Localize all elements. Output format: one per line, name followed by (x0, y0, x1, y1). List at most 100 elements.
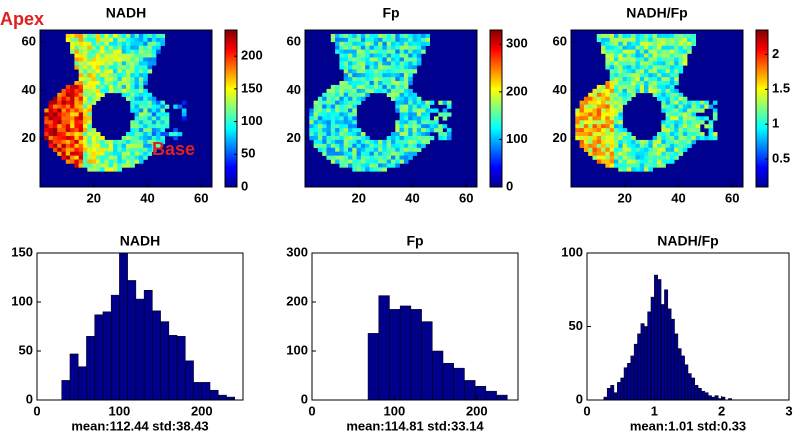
heatmap-cell (78, 57, 84, 62)
heatmap-cell (674, 69, 679, 74)
heatmap-cell (416, 96, 422, 101)
heatmap-cell (147, 135, 153, 141)
heatmap-cell (356, 61, 362, 66)
heatmap-cell (395, 81, 400, 86)
heatmap-cell (386, 147, 392, 152)
heatmap-cell (52, 143, 58, 149)
heatmap-cell (399, 73, 405, 78)
heatmap-cell (78, 41, 84, 46)
heatmap-cell (309, 120, 314, 125)
heatmap-cell (373, 61, 379, 66)
heatmap-cell (652, 61, 658, 66)
heatmap-cell (412, 37, 418, 43)
heatmap-cell (691, 104, 696, 109)
heatmap-cell (373, 81, 379, 86)
heatmap-cell (352, 120, 357, 125)
heatmap-cell (356, 69, 362, 74)
heatmap-cell (360, 41, 366, 46)
heatmap-cell (665, 57, 671, 62)
heatmap-cell (61, 100, 67, 105)
heatmap-cell (121, 84, 127, 90)
heatmap-cell (74, 112, 79, 117)
heatmap-cell (644, 73, 649, 78)
heatmap-cell (386, 92, 392, 98)
heatmap-cell (378, 155, 383, 160)
heatmap-cell (631, 159, 636, 164)
heatmap-cell (52, 135, 58, 141)
colorbar-tick-label: 0.5 (772, 151, 790, 166)
heatmap-cell (622, 81, 628, 86)
heatmap-cell (386, 139, 392, 145)
heatmap-cell (421, 143, 426, 149)
heatmap-cell (343, 92, 349, 98)
heatmap-cell (583, 112, 589, 117)
heatmap-cell (596, 132, 602, 137)
heatmap-cell (700, 104, 705, 109)
heatmap-cell (395, 65, 400, 70)
heatmap-cell (588, 92, 593, 98)
chart-title: NADH/Fp (657, 233, 718, 249)
colorbar-tick-label: 1 (772, 116, 779, 131)
heatmap-cell (588, 124, 593, 129)
heatmap-cell (143, 57, 148, 62)
heatmap-cell (378, 37, 383, 43)
heatmap-cell (117, 61, 122, 66)
heatmap-cell (70, 151, 75, 156)
heatmap-cell (108, 49, 114, 54)
heatmap-cell (412, 65, 418, 70)
heatmap-cell (134, 151, 140, 156)
heatmap-cell (360, 139, 366, 145)
heatmap-cell (91, 139, 97, 145)
heatmap-cell (665, 155, 671, 160)
heatmap-cell (108, 61, 114, 66)
y-tick-label: 40 (553, 82, 567, 97)
heatmap-cell (657, 163, 662, 168)
heatmap-cell (373, 65, 379, 70)
heatmap-cell (113, 81, 118, 86)
heatmap-cell (661, 128, 666, 133)
heatmap-cell (134, 120, 140, 125)
x-tick-label: 20 (618, 190, 632, 205)
heatmap-cell (669, 41, 675, 46)
heatmap-cell (373, 33, 379, 39)
heatmap-cell (138, 53, 144, 58)
bar (674, 333, 679, 401)
heatmap-cell (91, 143, 97, 149)
heatmap-cell (317, 132, 323, 137)
heatmap-cell (352, 88, 357, 94)
heatmap-cell (91, 96, 97, 101)
heatmap-cell (57, 143, 62, 149)
heatmap-cell (403, 57, 409, 62)
bar (701, 390, 706, 401)
heatmap-cell (356, 45, 362, 50)
heatmap-cell (317, 135, 323, 141)
heatmap-cell (609, 33, 615, 39)
heatmap-cell (674, 37, 679, 43)
heatmap-cell (365, 167, 370, 172)
heatmap-cell (121, 155, 127, 160)
heatmap-cell (335, 104, 340, 109)
heatmap-cell (386, 57, 392, 62)
bar (399, 305, 412, 401)
heatmap-cell (126, 81, 131, 86)
x-tick-label: 1 (651, 403, 658, 418)
heatmap-cell (652, 135, 658, 141)
heatmap-cell (408, 92, 413, 98)
heatmap-cell (173, 132, 178, 137)
heatmap-cell (181, 100, 187, 105)
heatmap-cell (618, 96, 623, 101)
heatmap-cell (317, 120, 323, 125)
heatmap-cell (626, 163, 632, 168)
heatmap-cell (326, 135, 332, 141)
heatmap-cell (408, 53, 413, 58)
heatmap-cell (635, 73, 641, 78)
heatmap-cell (395, 135, 400, 141)
x-tick-label: 0 (583, 403, 590, 418)
heatmap-cell (682, 53, 688, 58)
heatmap-cell (369, 143, 375, 149)
heatmap-cell (335, 33, 340, 39)
heatmap-cell (147, 45, 153, 50)
heatmap-cell (691, 112, 696, 117)
heatmap-cell (330, 135, 336, 141)
heatmap-cell (399, 77, 405, 82)
